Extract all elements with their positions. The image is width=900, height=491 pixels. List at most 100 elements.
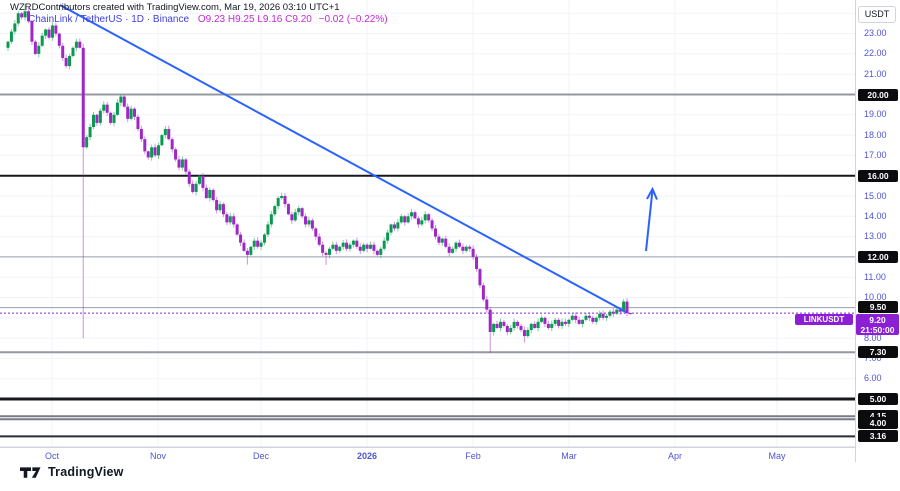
candle-down	[611, 311, 615, 314]
candle-down	[143, 139, 147, 152]
legend-separator-2: ·	[146, 14, 151, 25]
candle-up	[440, 238, 444, 243]
symbol-legend[interactable]: ChainLink / TetherUS · 1D · Binance O9.2…	[28, 14, 388, 25]
price-axis[interactable]: 23.00 22.00 21.00 19.00 18.00 17.00 15.00 14.00…	[855, 0, 900, 462]
candle-down	[95, 114, 99, 123]
candle-down	[365, 244, 369, 249]
tradingview-logo[interactable]: TradingView	[20, 465, 124, 479]
candle-up	[529, 323, 533, 330]
candle-down	[468, 246, 472, 249]
candle-down	[245, 250, 249, 255]
candle-up	[160, 135, 164, 146]
price-level-badge: 9.50	[858, 300, 898, 313]
candle-down	[416, 218, 420, 225]
candle-up	[594, 317, 598, 322]
candle-down	[109, 112, 113, 123]
descending-trendline[interactable]	[59, 4, 627, 313]
legend-exchange: Binance	[152, 14, 190, 25]
candle-down	[577, 319, 581, 324]
candle-up	[98, 110, 102, 123]
candle-up	[163, 129, 167, 136]
candle-up	[492, 323, 496, 333]
current-price-badge: 9.20 21:50:00	[856, 313, 899, 335]
candle-down	[33, 41, 37, 54]
candle-up	[540, 317, 544, 322]
legend-interval[interactable]: 1D	[131, 14, 145, 25]
candle-down	[601, 313, 605, 318]
time-axis-label: Feb	[465, 451, 481, 461]
candle-up	[115, 102, 119, 115]
candle-down	[557, 319, 561, 326]
candle-down	[221, 204, 225, 215]
candle-down	[126, 106, 130, 119]
candle-down	[522, 329, 526, 337]
candle-up	[615, 309, 619, 314]
candle-up	[16, 13, 20, 24]
candle-down	[427, 214, 431, 221]
candle-down	[232, 216, 236, 225]
time-axis-label: Nov	[149, 451, 167, 461]
candle-down	[563, 321, 567, 324]
candle-up	[512, 321, 516, 328]
candle-down	[478, 269, 482, 286]
chart-pane[interactable]	[0, 0, 855, 447]
current-price-value: 9.20	[869, 314, 886, 325]
candle-down	[574, 315, 578, 320]
candle-up	[129, 108, 133, 119]
candle-down	[345, 242, 349, 249]
candle-down	[358, 246, 362, 251]
candle-down	[122, 96, 126, 107]
candle-down	[139, 129, 143, 140]
candle-up	[71, 47, 75, 56]
candle-up	[6, 41, 10, 48]
candle-down	[505, 325, 509, 333]
currency-toggle-button[interactable]: USDT	[858, 6, 896, 23]
candle-down	[471, 248, 475, 257]
candle-down	[310, 220, 314, 229]
candle-down	[78, 41, 82, 48]
candle-down	[543, 317, 547, 324]
candle-down	[444, 238, 448, 247]
legend-ohlc-values: O9.23 H9.25 L9.16 C9.20	[197, 14, 312, 25]
candle-up	[348, 244, 352, 249]
candle-up	[605, 315, 608, 318]
candle-up	[362, 244, 366, 251]
tradingview-logo-text: TradingView	[48, 465, 124, 479]
candle-down	[286, 204, 290, 215]
candle-down	[239, 234, 243, 243]
candle-down	[475, 256, 479, 270]
candle-down	[587, 315, 591, 318]
price-axis-label: 19.00	[864, 109, 887, 120]
candle-up	[396, 222, 400, 229]
candle-up	[269, 214, 273, 225]
candle-up	[68, 55, 72, 67]
candle-up	[379, 248, 383, 255]
price-axis-label: 23.00	[864, 28, 887, 39]
candle-down	[481, 285, 485, 300]
price-axis-label: 18.00	[864, 129, 887, 140]
candle-up	[553, 319, 557, 324]
candle-up	[112, 114, 116, 123]
candle-down	[533, 323, 537, 328]
legend-symbol-name[interactable]: ChainLink / TetherUS	[28, 14, 123, 25]
candle-down	[488, 309, 492, 333]
candle-up	[550, 323, 554, 328]
candle-up	[297, 208, 301, 213]
candle-up	[263, 234, 266, 243]
candle-down	[215, 200, 219, 211]
candle-up	[386, 232, 390, 241]
up-arrow-line[interactable]	[645, 189, 654, 252]
price-level-badge: 3.16	[858, 430, 898, 443]
time-axis[interactable]: Oct Nov Dec 2026 Feb Mar Apr May	[0, 447, 855, 462]
candle-up	[341, 242, 345, 247]
attribution-text: WZRDContributors created with TradingVie…	[10, 2, 340, 13]
candle-down	[30, 21, 34, 42]
candle-down	[447, 246, 451, 253]
candle-up	[536, 321, 540, 328]
candle-up	[228, 216, 232, 223]
candle-up	[331, 244, 335, 249]
candle-up	[40, 35, 44, 46]
candle-up	[150, 147, 154, 158]
candle-down	[235, 224, 239, 235]
